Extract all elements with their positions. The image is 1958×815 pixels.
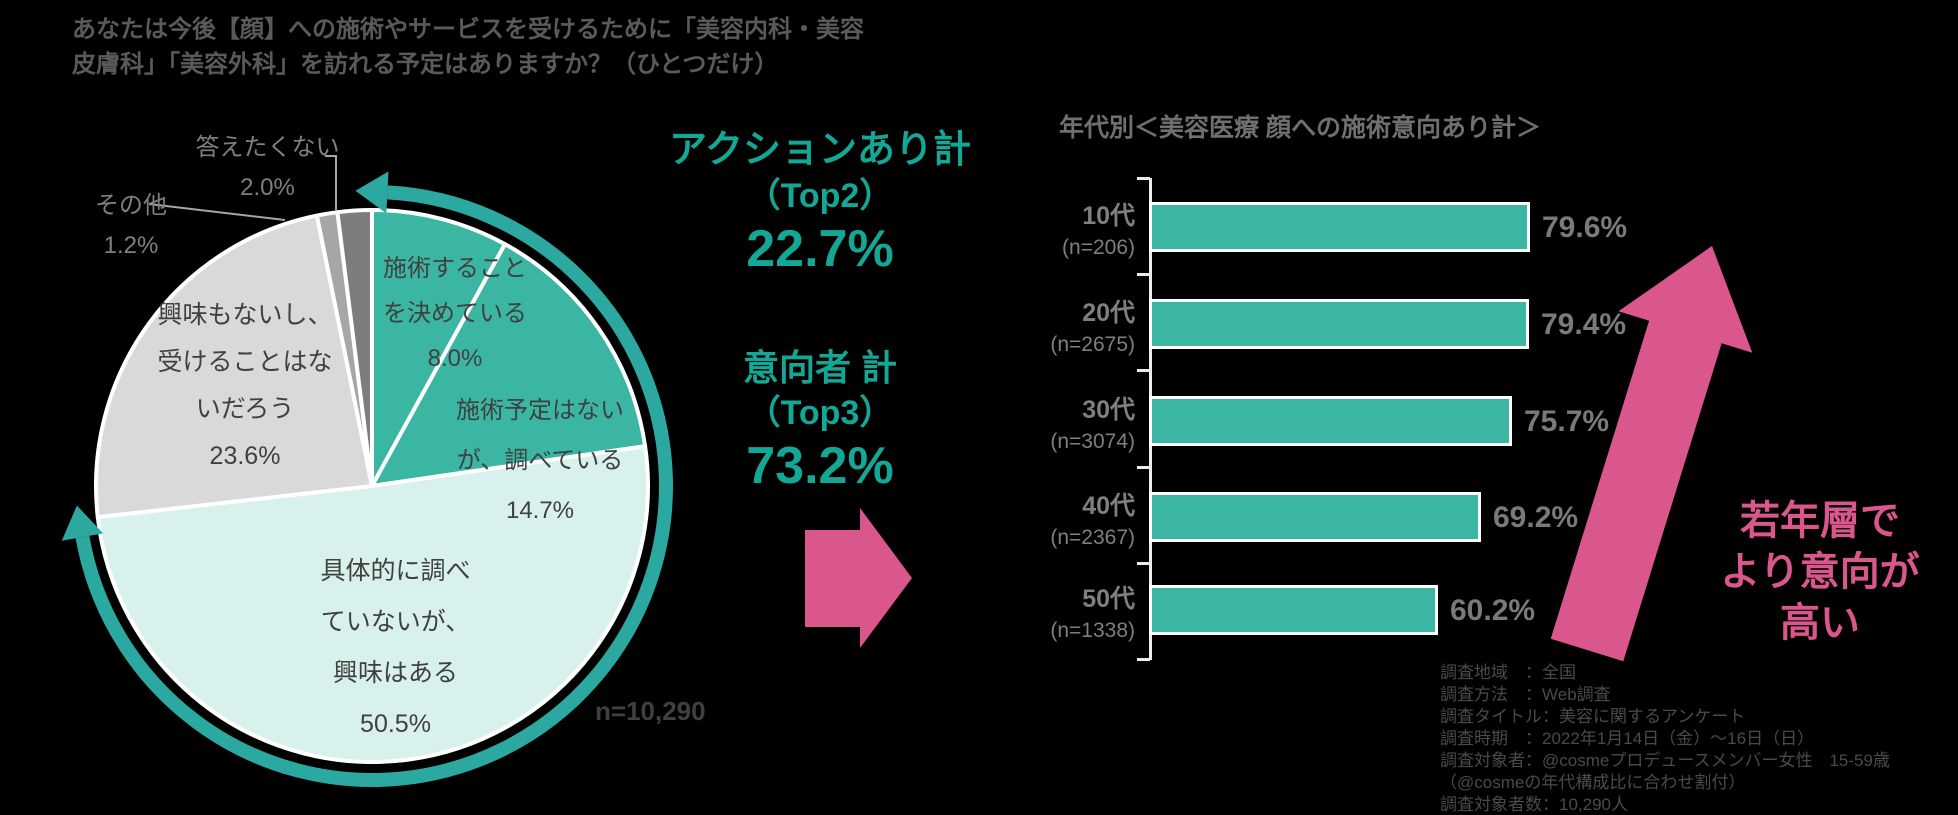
bar-value-label: 69.2% [1493, 501, 1579, 534]
pie-label-text: 具体的に調べ [320, 557, 471, 585]
category-name: 10代 [1082, 202, 1135, 230]
annotation-line: 若年層で [1740, 499, 1900, 543]
callout-top3-sub: （Top3） [746, 394, 894, 432]
callout-top3-label: 意向者 計 [742, 347, 897, 388]
pie-label-interested: 具体的に調べ ていないが、 興味はある 50.5% [268, 546, 523, 750]
axis-tick [1137, 369, 1150, 372]
category-n: (n=1338) [1050, 619, 1135, 642]
category-n: (n=2367) [1050, 526, 1135, 549]
bar-30代 [1149, 396, 1512, 446]
question-title-line1: あなたは今後【顔】への施術やサービスを受けるために「美容内科・美容 [72, 16, 864, 43]
pie-label-text: その他 [95, 192, 167, 219]
leader-line-other [148, 203, 286, 221]
callout-top3-value: 73.2% [746, 437, 894, 495]
annotation-line: 高い [1780, 601, 1860, 645]
axis-tick [1137, 466, 1150, 469]
callout-top2-label: アクションあり計 [668, 129, 972, 171]
pie-chart [61, 155, 673, 787]
pie-slice-decided [370, 208, 507, 488]
callout-top2-value: 22.7% [746, 220, 894, 278]
pie-label-value: 50.5% [360, 710, 431, 738]
pie-label-text: いだろう [195, 395, 295, 423]
pie-slice-interested [95, 444, 650, 764]
bar-10代 [1149, 202, 1530, 252]
pie-label-decided: 施術すること を決めている 8.0% [330, 246, 580, 381]
survey-note-line: （@cosmeの年代構成比に合わせ割付） [1440, 773, 1746, 792]
pie-label-text: 受けることはな [157, 348, 333, 376]
arc-arrowhead-bottom [61, 505, 104, 541]
bar-value-label: 79.6% [1542, 211, 1628, 244]
bar-category-label: 30代 (n=3074) [1005, 394, 1135, 457]
pie-sample-size: n=10,290 [595, 696, 706, 726]
bar-category-label: 10代 (n=206) [1005, 200, 1135, 263]
bar-value-label: 75.7% [1524, 405, 1610, 438]
question-title-line2: 皮膚科」「美容外科」を訪れる予定はありますか？（ひとつだけ） [72, 51, 779, 78]
question-title: あなたは今後【顔】への施術やサービスを受けるために「美容内科・美容 皮膚科」「美… [72, 12, 972, 82]
pie-label-no-answer: 答えたくない 2.0% [170, 128, 365, 208]
bar-category-label: 40代 (n=2367) [1005, 490, 1135, 553]
category-n: (n=3074) [1050, 430, 1135, 453]
category-n: (n=206) [1062, 236, 1135, 259]
leader-line-no-answer [325, 155, 337, 210]
arc-arrowhead-top [355, 171, 389, 214]
pie-slice-no-interest [94, 213, 374, 520]
annotation-line: より意向が [1720, 550, 1920, 594]
bar-category-label: 20代 (n=2675) [1005, 297, 1135, 360]
bar-40代 [1149, 492, 1481, 542]
survey-note-line: 調査対象者数：10,290人 [1440, 795, 1628, 814]
pie-label-value: 1.2% [103, 232, 159, 259]
top3-highlight-arc [75, 185, 673, 787]
pie-label-text: 答えたくない [195, 134, 340, 161]
survey-note-line: 調査方法 ：Web調査 [1440, 685, 1611, 704]
category-n: (n=2675) [1050, 333, 1135, 356]
callout-top2-sub: （Top2） [746, 177, 894, 215]
pie-label-text: が、調べている [456, 447, 624, 474]
bar-value-label: 79.4% [1541, 308, 1627, 341]
pie-slice-researching [370, 242, 648, 488]
pie-slice-no-answer [335, 208, 374, 488]
category-name: 30代 [1082, 396, 1135, 424]
survey-note-line: 調査地域 ：全国 [1440, 663, 1576, 682]
bar-20代 [1149, 299, 1529, 349]
callout-top2: アクションあり計 （Top2） 22.7% [635, 126, 1005, 280]
pie-label-value: 2.0% [240, 174, 295, 201]
pie-label-value: 14.7% [505, 497, 575, 524]
survey-note-line: 調査タイトル：美容に関するアンケート [1440, 707, 1746, 726]
bar-category-label: 50代 (n=1338) [1005, 583, 1135, 646]
category-name: 20代 [1082, 299, 1135, 327]
axis-tick [1137, 562, 1150, 565]
axis-tick [1137, 177, 1150, 180]
pie-label-text: 興味はある [332, 659, 458, 687]
survey-note-line: 調査対象者：@cosmeプロデュースメンバー女性 15-59歳 [1440, 751, 1890, 770]
pie-label-text: ていないが、 [320, 608, 471, 636]
right-arrow-icon [805, 508, 912, 648]
survey-notes: 調査地域 ：全国調査方法 ：Web調査調査タイトル：美容に関するアンケート調査時… [1440, 662, 1890, 815]
bar-chart-title: 年代別＜美容医療 顔への施術意向あり計＞ [1059, 114, 1541, 142]
category-name: 50代 [1082, 585, 1135, 613]
axis-tick [1137, 273, 1150, 276]
pie-label-text: 施術予定はない [456, 397, 624, 424]
pie-label-text: を決めている [383, 300, 527, 327]
axis-tick [1137, 658, 1150, 661]
bar-chart-annotation: 若年層で より意向が 高い [1685, 496, 1955, 649]
pie-label-other: その他 1.2% [56, 186, 206, 266]
pie-label-no-interest: 興味もないし、 受けることはな いだろう 23.6% [120, 292, 370, 480]
pie-label-value: 8.0% [427, 345, 483, 372]
bar-50代 [1149, 585, 1438, 635]
pie-label-text: 施術すること [383, 255, 527, 282]
pie-label-value: 23.6% [209, 442, 281, 470]
upward-trend-arrow-icon [1550, 246, 1753, 662]
pie-label-researching: 施術予定はない が、調べている 14.7% [395, 386, 685, 536]
callout-top3: 意向者 計 （Top3） 73.2% [635, 345, 1005, 497]
bar-value-label: 60.2% [1450, 594, 1536, 627]
survey-note-line: 調査時期 ：2022年1月14日（金）～16日（日） [1440, 729, 1815, 748]
category-name: 40代 [1082, 492, 1135, 520]
pie-label-text: 興味もないし、 [157, 301, 333, 329]
